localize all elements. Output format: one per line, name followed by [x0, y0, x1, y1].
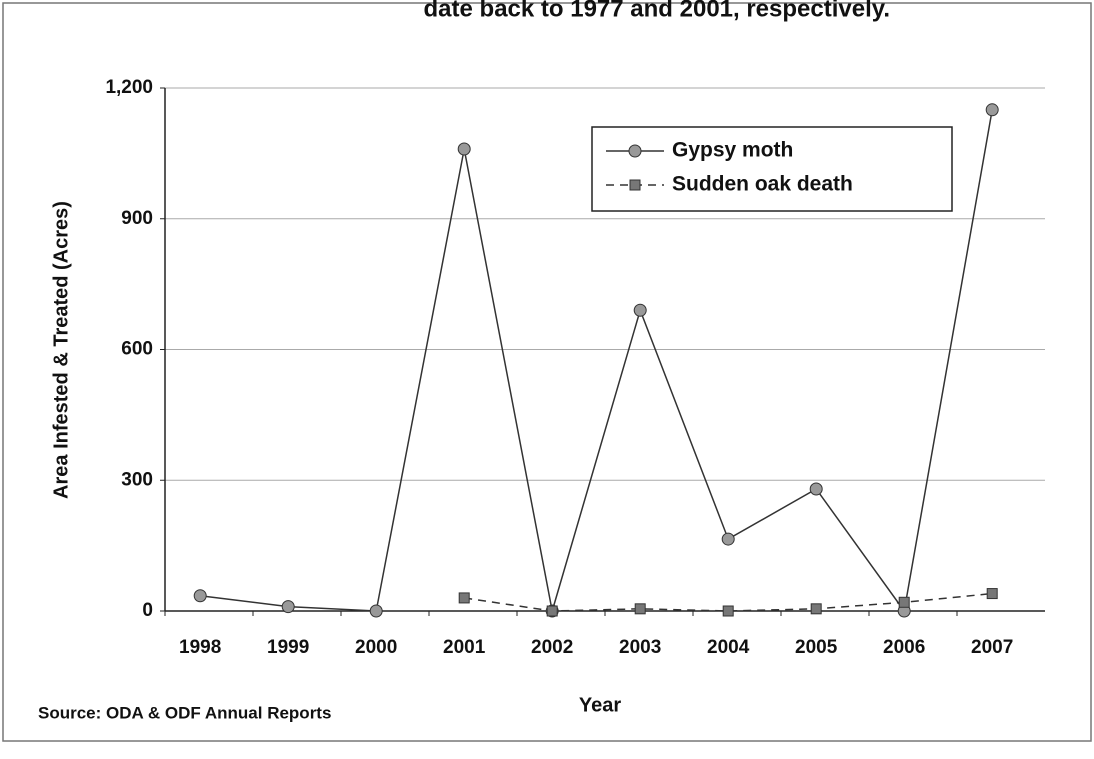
point: [721, 532, 735, 546]
point: [809, 482, 823, 496]
x-tick-label: 2000: [355, 637, 397, 658]
point: [722, 605, 734, 617]
x-tick-label: 2002: [531, 637, 573, 658]
point: [281, 600, 295, 614]
x-axis-label: Year: [579, 694, 621, 716]
point: [457, 142, 471, 156]
x-tick-label: 2005: [795, 637, 838, 658]
x-tick-label: 2001: [443, 637, 486, 658]
point: [369, 604, 383, 618]
x-tick-label: 2003: [619, 637, 661, 658]
x-tick-label: 1998: [179, 637, 221, 658]
y-tick-label: 900: [121, 208, 153, 229]
chart-title: date back to 1977 and 2001, respectively…: [424, 0, 890, 22]
y-tick-label: 600: [121, 339, 153, 360]
frame: [2, 2, 1092, 742]
legend-marker: [629, 179, 641, 191]
source-note: Source: ODA & ODF Annual Reports: [38, 703, 331, 722]
y-tick-label: 0: [142, 600, 153, 621]
legend-box: [591, 126, 953, 212]
point: [898, 596, 910, 608]
point: [458, 592, 470, 604]
x-tick-label: 2004: [707, 637, 750, 658]
point: [986, 588, 998, 600]
legend-label: Sudden oak death: [672, 173, 853, 196]
point: [546, 605, 558, 617]
series-line: [200, 109, 993, 613]
point: [193, 589, 207, 603]
point: [634, 603, 646, 615]
y-tick-label: 300: [121, 469, 153, 490]
x-tick-label: 2006: [883, 637, 925, 658]
x-tick-label: 2007: [971, 637, 1013, 658]
legend-label: Gypsy moth: [672, 139, 793, 162]
y-tick-label: 1,200: [105, 77, 153, 98]
point: [985, 103, 999, 117]
x-tick-label: 1999: [267, 637, 309, 658]
point: [810, 603, 822, 615]
y-axis-label: Area Infested & Treated (Acres): [50, 201, 72, 499]
legend-marker: [628, 144, 642, 158]
point: [633, 303, 647, 317]
